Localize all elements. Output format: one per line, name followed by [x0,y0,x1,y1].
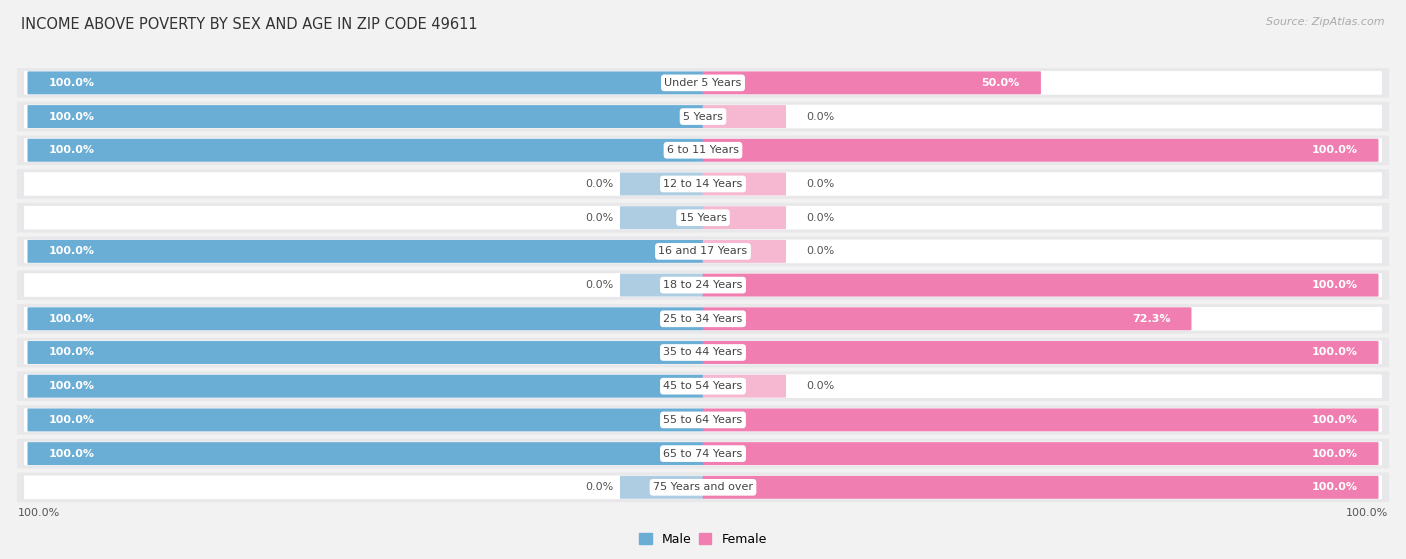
FancyBboxPatch shape [24,139,1382,162]
Text: Under 5 Years: Under 5 Years [665,78,741,88]
Text: 0.0%: 0.0% [807,112,835,121]
Text: 15 Years: 15 Years [679,212,727,222]
FancyBboxPatch shape [703,274,1378,296]
FancyBboxPatch shape [620,206,703,229]
Text: 45 to 54 Years: 45 to 54 Years [664,381,742,391]
FancyBboxPatch shape [17,270,1389,300]
Text: 25 to 34 Years: 25 to 34 Years [664,314,742,324]
FancyBboxPatch shape [703,105,786,128]
Text: INCOME ABOVE POVERTY BY SEX AND AGE IN ZIP CODE 49611: INCOME ABOVE POVERTY BY SEX AND AGE IN Z… [21,17,478,32]
FancyBboxPatch shape [703,375,786,397]
Text: 100.0%: 100.0% [48,348,94,358]
Text: 100.0%: 100.0% [1312,415,1358,425]
FancyBboxPatch shape [28,307,703,330]
FancyBboxPatch shape [703,139,1378,162]
Text: 12 to 14 Years: 12 to 14 Years [664,179,742,189]
FancyBboxPatch shape [24,105,1382,129]
Text: 100.0%: 100.0% [1312,482,1358,492]
FancyBboxPatch shape [28,240,703,263]
FancyBboxPatch shape [620,476,703,499]
Text: 75 Years and over: 75 Years and over [652,482,754,492]
Text: 0.0%: 0.0% [585,482,613,492]
Text: 100.0%: 100.0% [48,145,94,155]
FancyBboxPatch shape [24,340,1382,364]
FancyBboxPatch shape [703,442,1378,465]
Text: 0.0%: 0.0% [585,280,613,290]
FancyBboxPatch shape [24,240,1382,263]
Text: 0.0%: 0.0% [807,381,835,391]
FancyBboxPatch shape [28,442,703,465]
FancyBboxPatch shape [703,173,786,196]
FancyBboxPatch shape [620,274,703,296]
Text: 35 to 44 Years: 35 to 44 Years [664,348,742,358]
Text: 100.0%: 100.0% [48,314,94,324]
FancyBboxPatch shape [24,408,1382,432]
FancyBboxPatch shape [17,135,1389,165]
FancyBboxPatch shape [17,68,1389,98]
Text: 5 Years: 5 Years [683,112,723,121]
FancyBboxPatch shape [703,72,1040,94]
FancyBboxPatch shape [28,375,703,397]
FancyBboxPatch shape [28,341,703,364]
Text: 16 and 17 Years: 16 and 17 Years [658,247,748,257]
Text: 100.0%: 100.0% [48,449,94,458]
Text: 18 to 24 Years: 18 to 24 Years [664,280,742,290]
FancyBboxPatch shape [28,105,703,128]
Text: 100.0%: 100.0% [17,508,59,518]
Text: 100.0%: 100.0% [1347,508,1389,518]
Text: 100.0%: 100.0% [1312,280,1358,290]
Text: 6 to 11 Years: 6 to 11 Years [666,145,740,155]
FancyBboxPatch shape [703,240,786,263]
Text: 100.0%: 100.0% [1312,145,1358,155]
FancyBboxPatch shape [28,139,703,162]
FancyBboxPatch shape [28,72,703,94]
FancyBboxPatch shape [703,341,1378,364]
FancyBboxPatch shape [24,206,1382,230]
FancyBboxPatch shape [24,442,1382,466]
FancyBboxPatch shape [620,173,703,196]
FancyBboxPatch shape [17,203,1389,233]
Text: 100.0%: 100.0% [1312,449,1358,458]
FancyBboxPatch shape [17,371,1389,401]
FancyBboxPatch shape [28,409,703,432]
Text: 65 to 74 Years: 65 to 74 Years [664,449,742,458]
Text: 72.3%: 72.3% [1132,314,1170,324]
FancyBboxPatch shape [703,307,1191,330]
Legend: Male, Female: Male, Female [636,529,770,549]
FancyBboxPatch shape [17,338,1389,367]
Text: 100.0%: 100.0% [48,381,94,391]
Text: 100.0%: 100.0% [48,247,94,257]
FancyBboxPatch shape [24,476,1382,499]
FancyBboxPatch shape [703,476,1378,499]
FancyBboxPatch shape [17,169,1389,199]
Text: 100.0%: 100.0% [48,415,94,425]
FancyBboxPatch shape [17,236,1389,266]
Text: 0.0%: 0.0% [807,247,835,257]
FancyBboxPatch shape [17,439,1389,468]
FancyBboxPatch shape [17,304,1389,334]
FancyBboxPatch shape [703,206,786,229]
Text: 0.0%: 0.0% [807,212,835,222]
FancyBboxPatch shape [24,307,1382,330]
Text: 100.0%: 100.0% [48,112,94,121]
Text: 0.0%: 0.0% [585,179,613,189]
FancyBboxPatch shape [17,472,1389,502]
Text: 0.0%: 0.0% [585,212,613,222]
Text: 55 to 64 Years: 55 to 64 Years [664,415,742,425]
Text: 100.0%: 100.0% [48,78,94,88]
FancyBboxPatch shape [24,172,1382,196]
FancyBboxPatch shape [17,405,1389,435]
Text: 100.0%: 100.0% [1312,348,1358,358]
FancyBboxPatch shape [24,375,1382,398]
FancyBboxPatch shape [703,409,1378,432]
Text: 0.0%: 0.0% [807,179,835,189]
Text: Source: ZipAtlas.com: Source: ZipAtlas.com [1267,17,1385,27]
FancyBboxPatch shape [17,102,1389,131]
Text: 50.0%: 50.0% [981,78,1019,88]
FancyBboxPatch shape [24,71,1382,94]
FancyBboxPatch shape [24,273,1382,297]
